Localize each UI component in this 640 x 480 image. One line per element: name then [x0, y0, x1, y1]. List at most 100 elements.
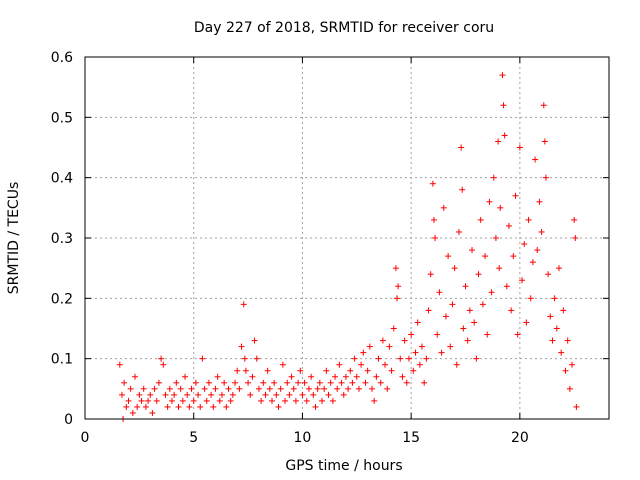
data-point — [321, 385, 328, 392]
data-point — [492, 235, 499, 241]
data-point — [505, 222, 512, 229]
data-point — [496, 265, 503, 272]
data-point — [477, 216, 484, 223]
data-point — [360, 349, 367, 356]
data-point — [264, 367, 271, 374]
data-point — [405, 355, 412, 362]
data-point — [373, 373, 380, 380]
data-point — [401, 337, 408, 344]
data-point — [186, 403, 193, 410]
data-point — [297, 367, 304, 374]
data-point — [371, 397, 378, 404]
y-axis-title: SRMTID / TECUs — [6, 182, 22, 295]
data-point — [212, 385, 219, 392]
data-point — [423, 355, 430, 362]
data-point — [500, 102, 507, 109]
data-point — [495, 138, 502, 145]
data-point — [284, 379, 291, 386]
data-point — [425, 307, 432, 314]
data-point — [138, 397, 145, 404]
data-point — [249, 373, 256, 380]
data-point — [116, 361, 123, 368]
data-point — [564, 337, 571, 344]
data-point — [510, 253, 517, 260]
chart-title: Day 227 of 2018, SRMTID for receiver cor… — [194, 20, 494, 36]
data-point — [197, 403, 204, 410]
data-point — [464, 337, 471, 344]
data-point — [353, 373, 360, 380]
data-point — [308, 373, 315, 380]
data-point — [129, 409, 136, 416]
data-point — [208, 391, 215, 398]
data-point — [299, 391, 306, 398]
data-point — [490, 174, 497, 181]
data-point — [379, 337, 386, 344]
data-point — [560, 307, 567, 314]
data-point — [549, 337, 556, 344]
data-point — [364, 367, 371, 374]
data-point — [301, 379, 308, 386]
data-point — [225, 385, 232, 392]
data-point — [347, 367, 354, 374]
data-point — [529, 259, 536, 266]
data-point — [258, 397, 265, 404]
data-point — [445, 253, 452, 260]
data-point — [386, 343, 393, 350]
data-point — [566, 385, 573, 392]
data-point — [192, 379, 199, 386]
data-point — [290, 385, 297, 392]
data-point — [305, 385, 312, 392]
data-point — [240, 301, 247, 308]
data-point — [310, 391, 317, 398]
data-point — [532, 156, 539, 163]
data-point — [236, 385, 243, 392]
y-tick-label: 0 — [64, 412, 73, 428]
data-point — [419, 343, 426, 350]
data-point — [238, 343, 245, 350]
data-point — [375, 355, 382, 362]
data-point — [260, 379, 267, 386]
data-point — [395, 283, 402, 290]
x-tick-labels: 0 5 10 15 20 — [81, 430, 529, 446]
data-point — [151, 385, 158, 392]
data-point — [164, 403, 171, 410]
data-point — [155, 379, 162, 386]
data-point — [255, 385, 262, 392]
data-point — [562, 367, 569, 374]
data-point — [351, 355, 358, 362]
data-point — [288, 373, 295, 380]
y-tick-label: 0.5 — [51, 110, 73, 126]
data-point — [366, 343, 373, 350]
data-point — [229, 391, 236, 398]
data-point — [438, 349, 445, 356]
data-point — [545, 271, 552, 278]
data-point — [329, 397, 336, 404]
x-tick-label: 20 — [511, 430, 529, 446]
data-point — [171, 391, 178, 398]
data-point — [501, 132, 508, 139]
data-point — [332, 373, 339, 380]
data-point — [282, 397, 289, 404]
data-point — [555, 265, 562, 272]
data-point — [462, 283, 469, 290]
data-point — [571, 216, 578, 223]
data-point — [327, 379, 334, 386]
data-point — [147, 391, 154, 398]
data-point — [160, 361, 167, 368]
data-point — [410, 367, 417, 374]
data-point — [223, 403, 230, 410]
data-point — [553, 325, 560, 332]
data-point — [486, 198, 493, 205]
data-point — [334, 385, 341, 392]
data-point — [175, 403, 182, 410]
data-points — [116, 72, 580, 422]
data-point — [499, 72, 506, 79]
data-point — [536, 198, 543, 205]
data-point — [497, 204, 504, 211]
data-point — [232, 379, 239, 386]
data-point — [241, 355, 248, 362]
data-point — [340, 391, 347, 398]
data-point — [188, 385, 195, 392]
data-point — [469, 247, 476, 254]
